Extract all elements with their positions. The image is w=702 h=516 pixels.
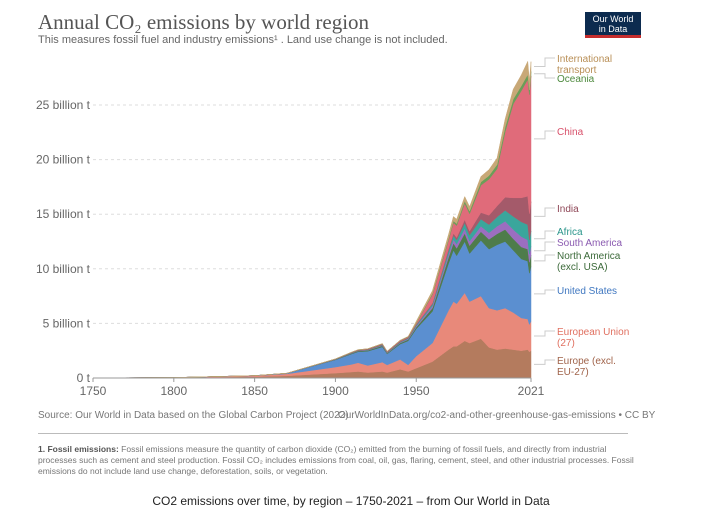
stacked-area-chart: 0 t 5 billion t 10 billion t 15 billion t 20… <box>36 54 629 398</box>
footnote: 1. Fossil emissions: Fossil emissions me… <box>38 444 638 477</box>
series-label[interactable]: (excl. USA) <box>557 262 608 273</box>
owid-logo[interactable]: Our World in Data <box>585 12 641 38</box>
series-label[interactable]: China <box>557 127 584 138</box>
series-label[interactable]: United States <box>557 286 617 297</box>
label-connector <box>534 130 555 140</box>
y-tick-label: 25 billion t <box>36 98 91 112</box>
label-connector <box>534 230 555 240</box>
chart-subtitle: This measures fossil fuel and industry e… <box>38 34 448 46</box>
source-url-link[interactable]: OurWorldInData.org/co2-and-other-greenho… <box>338 410 656 421</box>
caption: CO2 emissions over time, by region – 175… <box>152 494 550 508</box>
series-label[interactable]: (27) <box>557 338 575 349</box>
series-label[interactable]: Africa <box>557 227 583 238</box>
x-tick-label: 2021 <box>518 384 545 398</box>
y-tick-label: 0 t <box>77 371 91 385</box>
chart-title: Annual CO₂ emissions by world region <box>38 10 370 34</box>
label-connector <box>534 57 555 68</box>
logo-line: in Data <box>598 24 628 34</box>
series-label[interactable]: International <box>557 54 612 65</box>
series-label[interactable]: India <box>557 204 579 215</box>
label-connector <box>534 207 555 217</box>
label-connector <box>534 254 555 262</box>
x-tick-label: 1900 <box>322 384 349 398</box>
series-label[interactable]: Europe (excl. <box>557 356 616 367</box>
y-tick-label: 15 billion t <box>36 207 91 221</box>
x-tick-label: 1950 <box>403 384 430 398</box>
x-tick-label: 1800 <box>160 384 187 398</box>
series-label[interactable]: South America <box>557 238 622 249</box>
label-connector <box>534 289 555 295</box>
source-text: Source: Our World in Data based on the G… <box>38 410 349 421</box>
series-label[interactable]: European Union <box>557 327 629 338</box>
label-connector <box>534 359 555 365</box>
divider <box>38 433 628 434</box>
footnote-text: Fossil emissions measure the quantity of… <box>38 444 634 476</box>
y-tick-label: 5 billion t <box>43 316 91 330</box>
area-international-transport[interactable] <box>92 60 532 379</box>
logo-line: Our World <box>592 14 634 24</box>
label-connector <box>534 73 555 79</box>
label-connector <box>534 241 555 252</box>
series-label[interactable]: EU-27) <box>557 367 589 378</box>
series-label[interactable]: transport <box>557 65 597 76</box>
x-tick-label: 1750 <box>80 384 107 398</box>
label-connector <box>534 330 555 337</box>
y-tick-label: 20 billion t <box>36 153 91 167</box>
footnote-title: 1. Fossil emissions: <box>38 444 119 454</box>
series-label[interactable]: Oceania <box>557 74 595 85</box>
series-label[interactable]: North America <box>557 251 621 262</box>
x-tick-label: 1850 <box>241 384 268 398</box>
y-tick-label: 10 billion t <box>36 262 91 276</box>
